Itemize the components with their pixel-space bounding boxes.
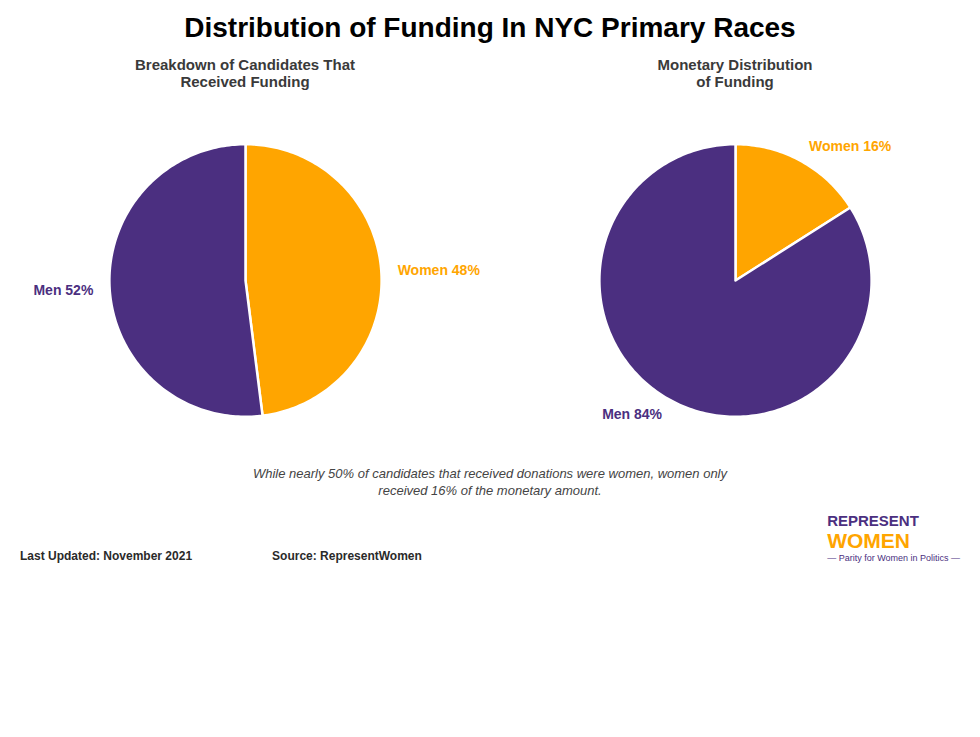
svg-text:Women 48%: Women 48% [398,262,481,278]
html-text:Last Updated: November 2021: Last Updated: November 2021 [20,549,193,563]
svg-text:Men 52%: Men 52% [33,282,93,298]
html-text:— Parity for Women in Politics: — Parity for Women in Politics — [827,553,960,563]
html-text:Distribution of Funding In NYC: Distribution of Funding In NYC Primary R… [184,12,796,43]
html-text:REPRESENT: REPRESENT [827,512,919,529]
svg-text:Women 16%: Women 16% [809,138,892,154]
html-text:While nearly 50% of candidates: While nearly 50% of candidates that rece… [253,466,727,481]
svg-text:Men 84%: Men 84% [602,406,662,422]
html-text:received 16% of the monetary a: received 16% of the monetary amount. [378,483,602,498]
html-text:Monetary Distribution of Fundi: Monetary Distribution of Funding [657,56,813,90]
html-text:Source: RepresentWomen: Source: RepresentWomen [272,549,422,563]
html-text:WOMEN: WOMEN [827,529,910,552]
html-text:Breakdown of Candidates That R: Breakdown of Candidates That Received Fu… [135,56,355,90]
